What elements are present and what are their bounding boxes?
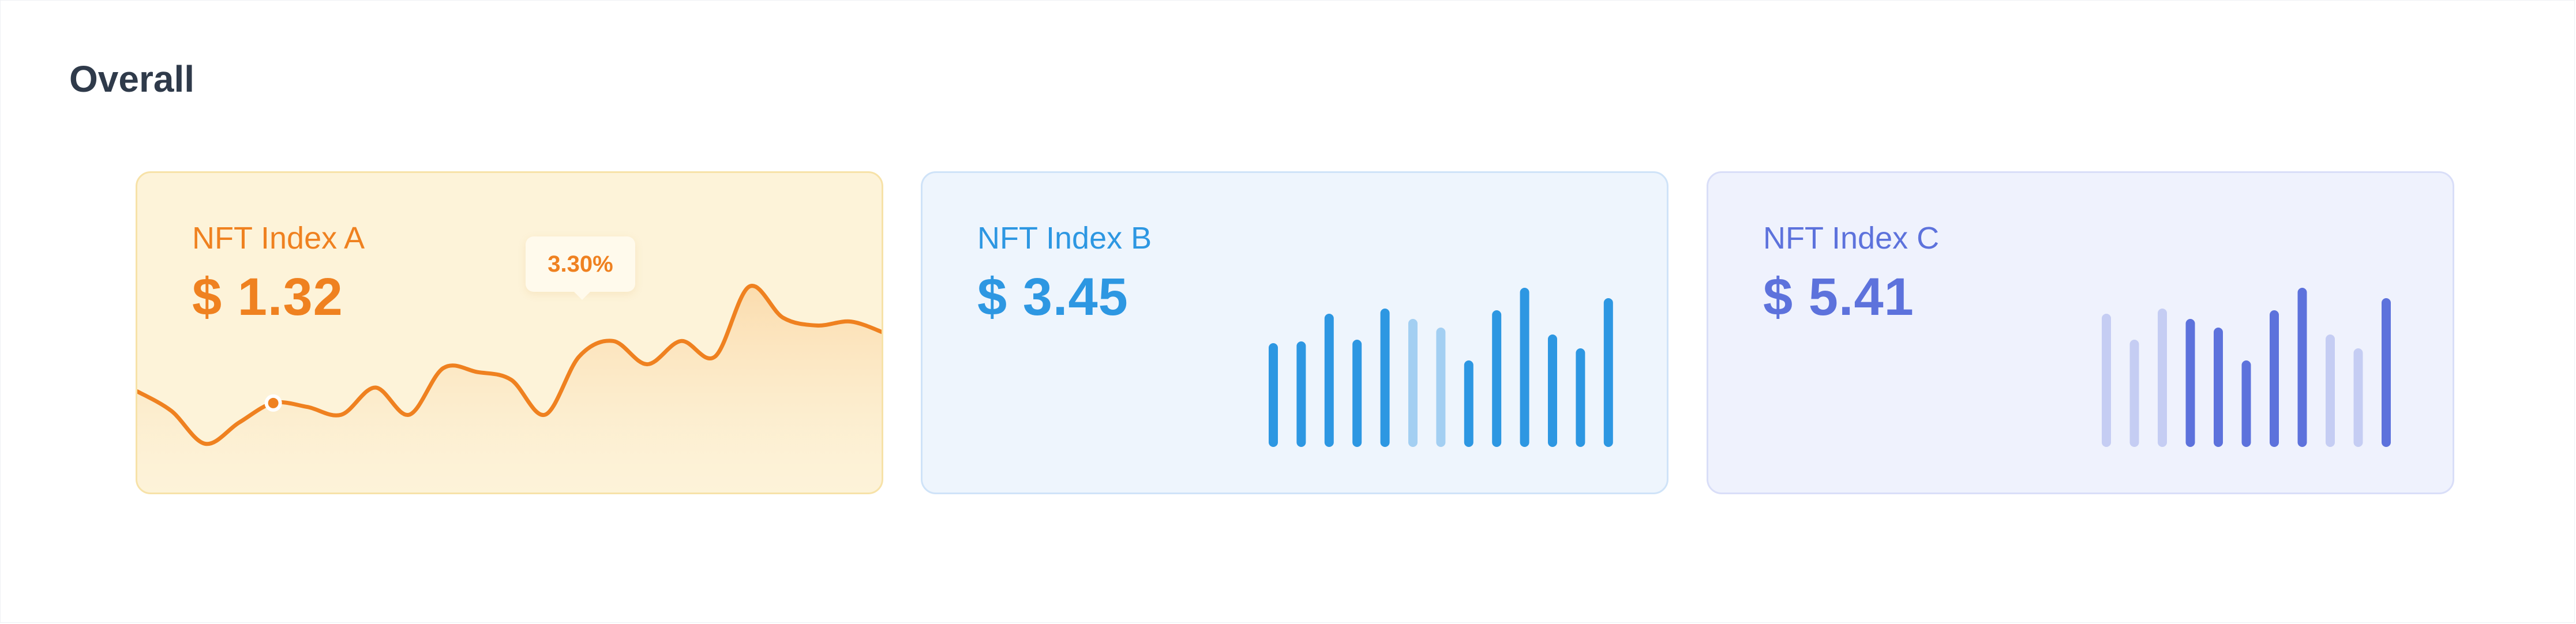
nft-index-a-card[interactable]: NFT Index A $ 1.32 3.30%: [136, 171, 883, 494]
bar: [2353, 348, 2363, 447]
card-value: $ 1.32: [192, 268, 343, 326]
bar: [2297, 288, 2307, 447]
card-value: $ 3.45: [977, 268, 1128, 326]
page-title: Overall: [69, 58, 195, 100]
card-label: NFT Index C: [1763, 221, 1940, 255]
card-label: NFT Index B: [977, 221, 1152, 255]
bar: [2214, 328, 2223, 447]
bar: [1269, 343, 1278, 447]
bar: [1408, 319, 1418, 447]
bar: [2326, 334, 2335, 447]
bar: [1436, 328, 1446, 447]
nft-index-b-chart: [1269, 288, 1613, 447]
bar: [1492, 310, 1502, 447]
nft-index-b-card[interactable]: NFT Index B $ 3.45: [921, 171, 1668, 494]
bar: [1380, 309, 1390, 447]
bar: [1464, 360, 1473, 447]
card-value: $ 5.41: [1763, 268, 1914, 326]
bar: [1576, 348, 1585, 447]
bar: [1603, 298, 1613, 447]
highlight-point: [268, 397, 279, 408]
bar: [2129, 340, 2139, 447]
card-label: NFT Index A: [192, 221, 365, 255]
bar: [1324, 314, 1334, 447]
bar: [2102, 314, 2111, 447]
bar: [1520, 288, 1529, 447]
bar: [1352, 340, 1362, 447]
bar: [2241, 360, 2251, 447]
nft-index-c-chart: [2102, 288, 2391, 447]
nft-index-c-card[interactable]: NFT Index C $ 5.41: [1707, 171, 2454, 494]
bar: [2382, 298, 2391, 447]
bar: [1296, 341, 1306, 447]
bar: [2270, 310, 2279, 447]
area-fill: [137, 285, 882, 493]
bar: [2158, 309, 2167, 447]
nft-index-a-chart: [137, 284, 882, 493]
chart-tooltip: 3.30%: [526, 236, 635, 300]
bar: [1548, 334, 1557, 447]
bar: [2185, 319, 2195, 447]
